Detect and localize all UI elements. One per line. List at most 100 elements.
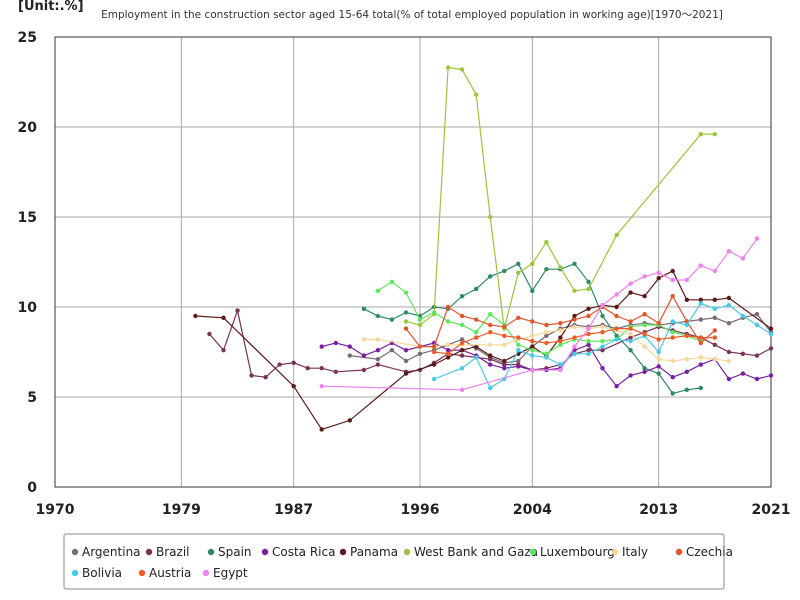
- data-point: [656, 337, 661, 342]
- data-point: [768, 326, 774, 331]
- data-point: [698, 132, 703, 137]
- data-point: [698, 317, 703, 322]
- data-point: [628, 373, 633, 378]
- data-point: [305, 366, 310, 371]
- data-point: [698, 355, 703, 360]
- data-point: [347, 353, 352, 358]
- data-point: [642, 322, 647, 328]
- legend-box: [63, 533, 725, 590]
- data-point: [221, 315, 226, 320]
- data-point: [249, 373, 254, 378]
- data-point: [684, 322, 689, 328]
- data-point: [361, 367, 367, 373]
- data-point: [544, 355, 549, 360]
- data-point: [670, 358, 675, 364]
- data-point: [586, 313, 591, 319]
- data-point: [670, 375, 675, 380]
- data-point: [488, 342, 493, 347]
- data-point: [431, 349, 437, 355]
- data-point: [754, 236, 760, 241]
- data-point: [403, 348, 409, 353]
- series-austria: [431, 326, 717, 356]
- data-point: [628, 335, 633, 340]
- legend-marker: [611, 548, 619, 556]
- data-point: [544, 240, 549, 245]
- series-line: [405, 66, 715, 329]
- y-tick-label: 25: [18, 30, 37, 46]
- data-point: [403, 371, 409, 376]
- data-point: [628, 290, 633, 295]
- data-point: [712, 297, 717, 302]
- data-point: [459, 353, 465, 358]
- data-point: [712, 315, 717, 320]
- data-point: [586, 286, 591, 292]
- data-point: [754, 322, 760, 328]
- data-point: [614, 292, 619, 297]
- data-point: [642, 331, 647, 337]
- data-point: [684, 333, 689, 338]
- y-tick-label: 10: [18, 300, 38, 316]
- data-point: [389, 348, 395, 353]
- data-point: [712, 328, 717, 333]
- data-point: [502, 358, 507, 364]
- data-point: [712, 357, 717, 362]
- data-point: [670, 268, 675, 274]
- data-point: [656, 357, 661, 362]
- data-point: [628, 339, 633, 344]
- data-point: [586, 351, 591, 356]
- data-point: [684, 357, 689, 362]
- legend-label: Brazil: [156, 545, 190, 559]
- data-point: [445, 342, 451, 347]
- data-point: [656, 371, 661, 376]
- data-point: [375, 362, 381, 367]
- data-point: [488, 322, 493, 328]
- data-point: [431, 310, 437, 315]
- data-point: [445, 348, 451, 353]
- data-point: [684, 277, 689, 283]
- unit-label: [Unit:.%]: [18, 0, 84, 14]
- data-point: [417, 344, 423, 349]
- data-point: [516, 358, 521, 364]
- data-point: [670, 330, 675, 335]
- data-point: [544, 267, 549, 272]
- data-point: [544, 340, 549, 346]
- data-point: [347, 344, 352, 349]
- legend-label: Bolivia: [82, 566, 122, 580]
- data-point: [726, 376, 732, 382]
- data-point: [726, 358, 732, 364]
- series-luxembourg: [375, 279, 703, 356]
- data-point: [333, 369, 338, 374]
- data-point: [403, 358, 409, 364]
- data-point: [600, 330, 605, 335]
- data-point: [698, 362, 703, 367]
- data-point: [628, 348, 633, 353]
- data-point: [502, 342, 507, 347]
- data-point: [740, 256, 746, 261]
- data-point: [474, 330, 479, 335]
- legend-label: West Bank and Gaza: [414, 545, 538, 559]
- legend-item: West Bank and Gaza: [403, 545, 538, 559]
- legend-label: Costa Rica: [272, 545, 335, 559]
- data-point: [670, 319, 675, 324]
- data-point: [544, 330, 549, 335]
- x-tick-label: 2013: [639, 502, 678, 518]
- data-point: [502, 324, 507, 329]
- data-point: [474, 317, 479, 322]
- data-point: [389, 317, 395, 322]
- legend-label: Luxembourg: [540, 545, 615, 559]
- data-point: [698, 340, 703, 346]
- data-point: [754, 376, 760, 382]
- x-axis: 1970 1979 1987 1996 2004 2013 2021: [36, 502, 791, 518]
- data-point: [221, 348, 226, 353]
- data-point: [516, 261, 521, 266]
- data-point: [431, 362, 437, 367]
- data-point: [600, 313, 605, 319]
- data-point: [403, 290, 409, 295]
- data-point: [698, 385, 703, 391]
- legend-marker: [138, 569, 146, 577]
- data-point: [740, 351, 746, 356]
- data-point: [628, 326, 633, 331]
- data-point: [600, 339, 605, 344]
- legend-label: Italy: [622, 545, 648, 559]
- data-point: [459, 313, 465, 319]
